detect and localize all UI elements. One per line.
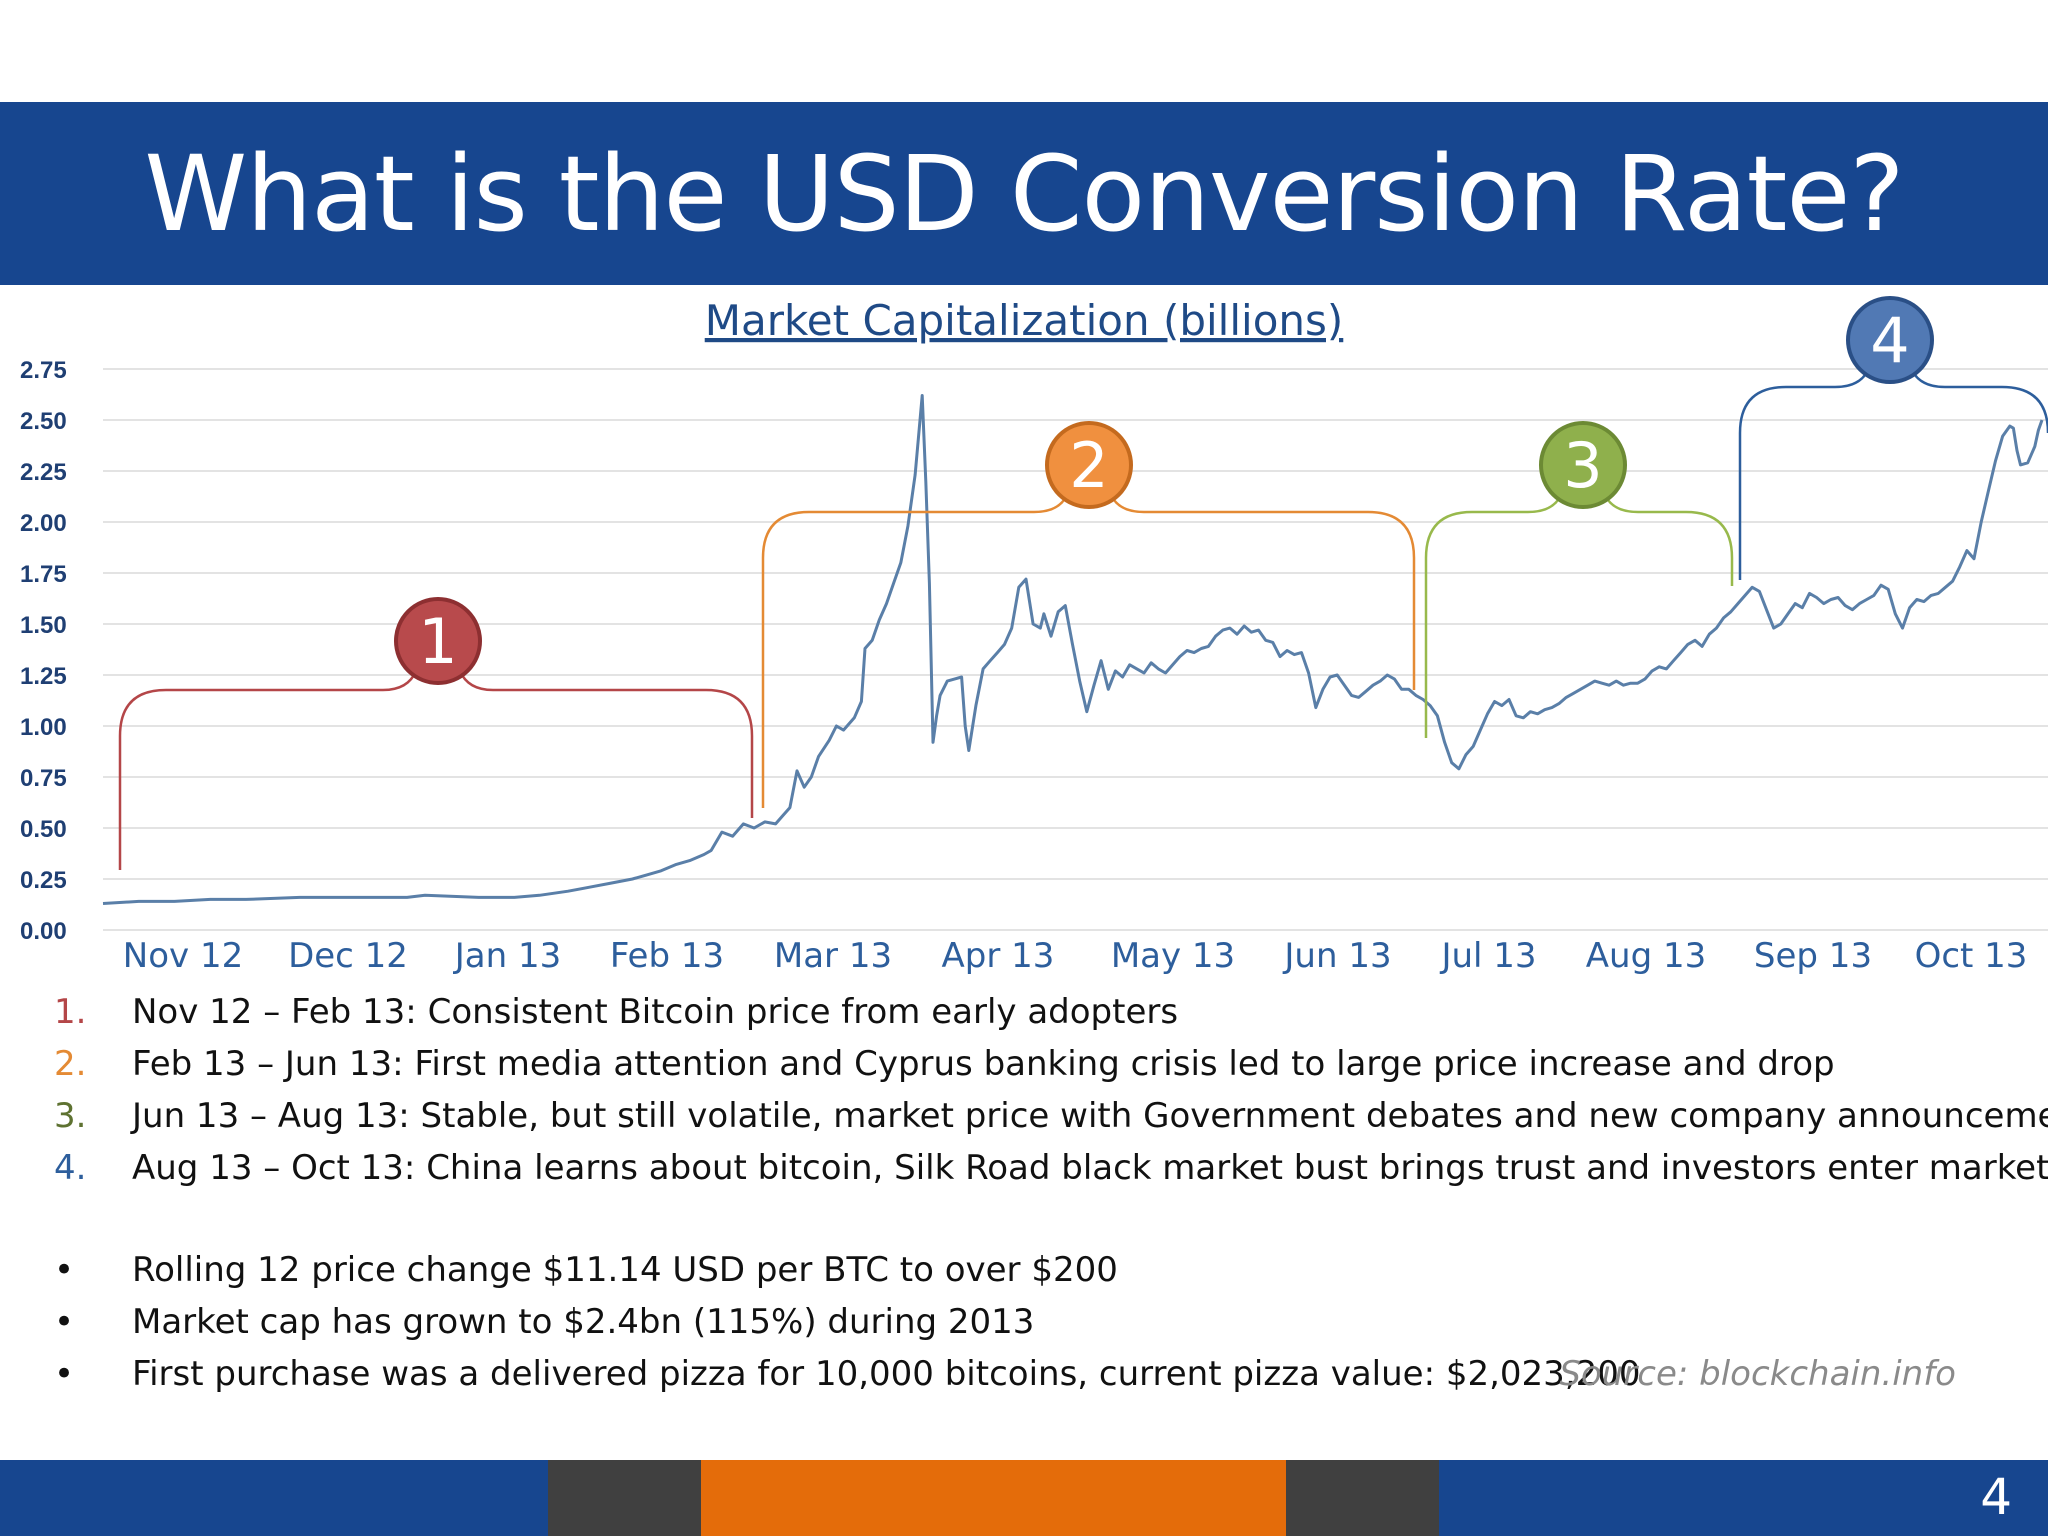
source-citation: Source: blockchain.info	[1559, 1354, 1956, 1394]
y-tick-label: 2.75	[20, 357, 67, 384]
period-4-number: 4.	[54, 1148, 87, 1188]
bullet-item: • Rolling 12 price change $11.14 USD per…	[0, 1250, 2048, 1302]
x-tick-label: Jan 13	[453, 936, 561, 976]
x-tick-label: Aug 13	[1586, 936, 1706, 976]
y-tick-label: 0.00	[20, 918, 67, 945]
callout-label-1: 1	[418, 605, 457, 678]
bracket-1	[118, 670, 754, 870]
period-4-item: 4. Aug 13 – Oct 13: China learns about b…	[0, 1148, 2048, 1200]
period-4-text: Aug 13 – Oct 13: China learns about bitc…	[132, 1148, 2048, 1188]
callout-circle-2	[1045, 421, 1133, 509]
bullet-text: First purchase was a delivered pizza for…	[132, 1354, 1641, 1394]
market-cap-line	[102, 394, 2044, 905]
bracket-3	[1424, 494, 1734, 738]
period-2-text: Feb 13 – Jun 13: First media attention a…	[132, 1044, 1835, 1084]
bullet-text: Rolling 12 price change $11.14 USD per B…	[132, 1250, 1118, 1290]
period-1-item: 1. Nov 12 – Feb 13: Consistent Bitcoin p…	[0, 992, 2048, 1044]
x-tick-label: May 13	[1111, 936, 1235, 976]
callout-circle-3	[1539, 421, 1627, 509]
callout-label-3: 3	[1563, 429, 1602, 502]
period-3-item: 3. Jun 13 – Aug 13: Stable, but still vo…	[0, 1096, 2048, 1148]
callout-label-4: 4	[1870, 304, 1909, 377]
x-tick-label: Sep 13	[1754, 936, 1872, 976]
x-tick-label: Feb 13	[610, 936, 724, 976]
x-tick-label: Apr 13	[942, 936, 1055, 976]
bullet-item: • Market cap has grown to $2.4bn (115%) …	[0, 1302, 2048, 1354]
period-2-item: 2. Feb 13 – Jun 13: First media attentio…	[0, 1044, 2048, 1096]
title-bar: What is the USD Conversion Rate?	[0, 102, 2048, 285]
x-tick-label: Dec 12	[288, 936, 408, 976]
y-tick-label: 1.00	[20, 714, 67, 741]
y-tick-label: 2.50	[20, 408, 67, 435]
x-tick-label: Jun 13	[1282, 936, 1391, 976]
period-1-number: 1.	[54, 992, 87, 1032]
bracket-2	[761, 494, 1416, 808]
footer-segment	[0, 1460, 548, 1536]
bullet-mark: •	[54, 1250, 75, 1290]
period-3-number: 3.	[54, 1096, 87, 1136]
y-tick-label: 1.75	[20, 561, 67, 588]
footer-segment	[1286, 1460, 1439, 1536]
x-tick-label: Oct 13	[1915, 936, 2028, 976]
period-2-number: 2.	[54, 1044, 87, 1084]
y-tick-label: 2.25	[20, 459, 67, 486]
bullet-mark: •	[54, 1354, 75, 1394]
x-tick-label: Jul 13	[1439, 936, 1536, 976]
x-tick-label: Mar 13	[774, 936, 892, 976]
period-1-text: Nov 12 – Feb 13: Consistent Bitcoin pric…	[132, 992, 1179, 1032]
chart-title: Market Capitalization (billions)	[705, 296, 1344, 345]
slide-title: What is the USD Conversion Rate?	[144, 132, 1904, 255]
x-tick-label: Nov 12	[123, 936, 243, 976]
footer-bar: 4	[0, 1460, 2048, 1536]
y-tick-label: 0.75	[20, 765, 67, 792]
page-number: 4	[1980, 1468, 2012, 1526]
y-tick-label: 0.25	[20, 867, 67, 894]
callout-label-2: 2	[1069, 429, 1108, 502]
footer-segment	[701, 1460, 1286, 1536]
footer-segment	[1439, 1460, 2048, 1536]
y-tick-label: 1.25	[20, 663, 67, 690]
bracket-4	[1738, 369, 2048, 580]
y-tick-label: 0.50	[20, 816, 67, 843]
bullet-text: Market cap has grown to $2.4bn (115%) du…	[132, 1302, 1035, 1342]
bullet-mark: •	[54, 1302, 75, 1342]
footer-segment	[548, 1460, 701, 1536]
callout-circle-4	[1846, 296, 1934, 384]
bullet-item: • First purchase was a delivered pizza f…	[0, 1354, 2048, 1406]
market-cap-chart: Market Capitalization (billions) 0.00 0.25…	[20, 296, 2048, 976]
y-tick-label: 2.00	[20, 510, 67, 537]
period-3-text: Jun 13 – Aug 13: Stable, but still volat…	[132, 1096, 2048, 1136]
y-tick-label: 1.50	[20, 612, 67, 639]
callout-circle-1	[394, 597, 482, 685]
